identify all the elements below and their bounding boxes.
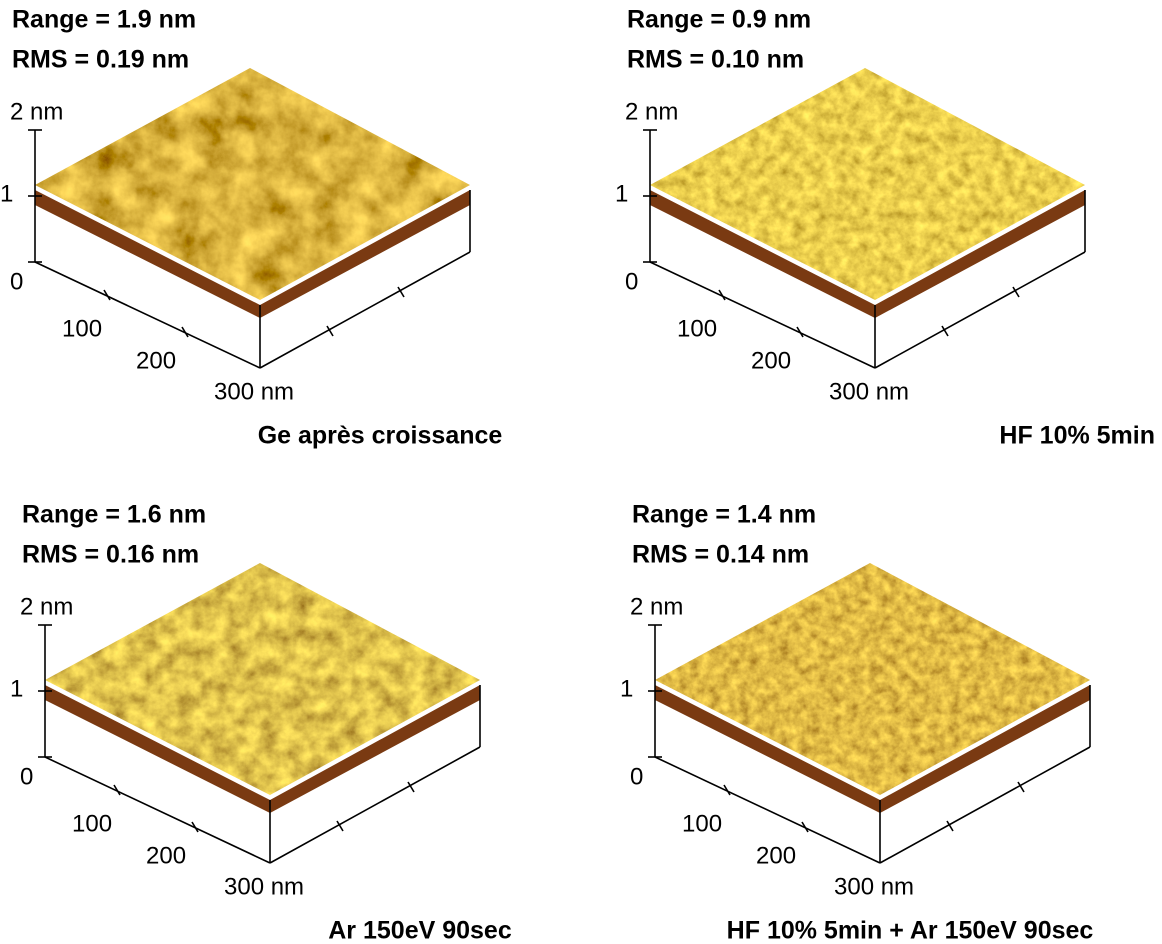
caption: HF 10% 5min — [999, 422, 1155, 450]
z-tick-label: 0 — [10, 268, 23, 295]
surface — [35, 68, 470, 300]
x-tick-label: 200 — [136, 347, 176, 374]
z-tick-label: 2 nm — [20, 593, 73, 620]
tick-mark — [113, 784, 121, 796]
surface — [650, 68, 1085, 300]
x-tick-label: 200 — [751, 347, 791, 374]
axis-line — [879, 746, 1091, 864]
x-tick-label: 200 — [146, 842, 186, 869]
tick-mark — [103, 289, 111, 301]
afm-panel: Range = 1.9 nm RMS = 0.19 nm 2 nm 1 0 100 200 3… — [0, 6, 471, 405]
z-tick-label: 2 nm — [10, 98, 63, 125]
rms-label: RMS = 0.10 nm — [627, 46, 804, 74]
x-tick-label: 300 nm — [214, 378, 294, 405]
axis-line — [259, 251, 471, 369]
afm-panel: Range = 0.9 nm RMS = 0.10 nm 2 nm 1 0 100 200 3… — [615, 6, 1086, 405]
x-tick-label: 100 — [682, 810, 722, 837]
rms-label: RMS = 0.19 nm — [12, 46, 189, 74]
axis-line — [654, 756, 881, 864]
z-tick-label: 0 — [630, 763, 643, 790]
z-tick-label: 1 — [0, 180, 13, 207]
x-tick-label: 300 nm — [224, 873, 304, 900]
afm-panel: Range = 1.6 nm RMS = 0.16 nm 2 nm 1 0 100 200 3… — [10, 501, 481, 900]
tick-mark — [718, 289, 726, 301]
tick-mark — [407, 781, 415, 793]
tick-mark — [946, 820, 954, 832]
z-tick-label: 0 — [20, 763, 33, 790]
tick-mark — [181, 326, 189, 338]
tick-mark — [723, 784, 731, 796]
x-tick-label: 200 — [756, 842, 796, 869]
range-label: Range = 1.6 nm — [22, 501, 206, 529]
z-tick-label: 1 — [10, 675, 23, 702]
range-label: Range = 0.9 nm — [627, 6, 811, 34]
axis-line — [44, 756, 271, 864]
x-tick-label: 100 — [72, 810, 112, 837]
surface — [45, 563, 480, 795]
tick-mark — [326, 325, 334, 337]
rms-label: RMS = 0.16 nm — [22, 541, 199, 569]
caption: Ar 150eV 90sec — [328, 917, 512, 944]
z-tick-label: 2 nm — [625, 98, 678, 125]
tick-mark — [191, 821, 199, 833]
z-tick-label: 1 — [620, 675, 633, 702]
tick-mark — [801, 821, 809, 833]
range-label: Range = 1.9 nm — [12, 6, 196, 34]
caption: Ge après croissance — [258, 422, 503, 450]
surface — [655, 563, 1090, 795]
x-tick-label: 300 nm — [829, 378, 909, 405]
tick-mark — [796, 326, 804, 338]
range-label: Range = 1.4 nm — [632, 501, 816, 529]
z-tick-label: 2 nm — [630, 593, 683, 620]
rms-label: RMS = 0.14 nm — [632, 541, 809, 569]
tick-mark — [336, 820, 344, 832]
x-tick-label: 300 nm — [834, 873, 914, 900]
x-tick-label: 100 — [62, 315, 102, 342]
tick-mark — [1012, 286, 1020, 298]
afm-panel: Range = 1.4 nm RMS = 0.14 nm 2 nm 1 0 100 200 3… — [620, 501, 1091, 900]
tick-mark — [397, 286, 405, 298]
axis-line — [649, 261, 876, 369]
z-tick-label: 1 — [615, 180, 628, 207]
tick-mark — [1017, 781, 1025, 793]
axis-line — [874, 251, 1086, 369]
axis-line — [34, 261, 261, 369]
axis-line — [269, 746, 481, 864]
tick-mark — [941, 325, 949, 337]
z-tick-label: 0 — [625, 268, 638, 295]
x-tick-label: 100 — [677, 315, 717, 342]
caption: HF 10% 5min + Ar 150eV 90sec — [727, 917, 1094, 944]
